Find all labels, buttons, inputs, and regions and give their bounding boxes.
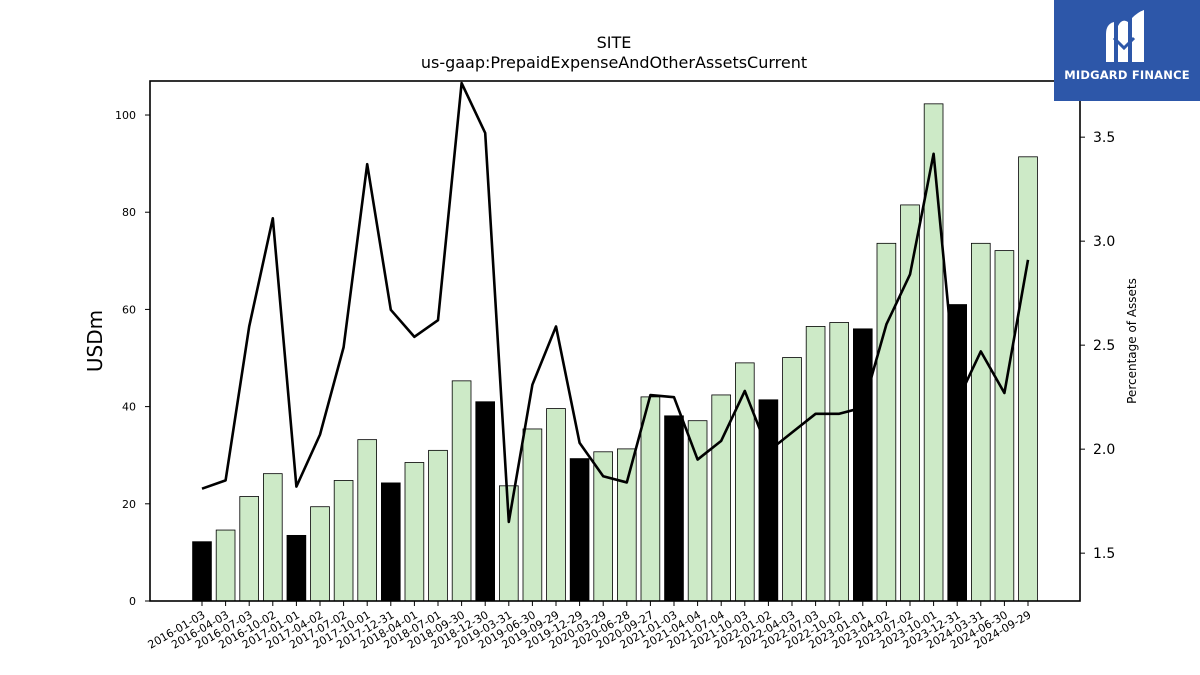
bar-2016-07-03 — [239, 496, 260, 602]
percentage-line-path — [201, 81, 1030, 524]
y-tick-label: 40 — [122, 401, 136, 414]
axes: 0204060801001.52.02.53.03.52016-01-03201… — [115, 80, 1115, 652]
y2-tick-label: 3.0 — [1093, 234, 1115, 250]
brand-name: MIDGARD FINANCE — [1064, 68, 1190, 82]
chart-title: SITE — [597, 33, 632, 52]
bar-2023-07-02 — [900, 204, 920, 602]
bar-2022-10-02 — [829, 322, 849, 602]
bar-2019-09-29 — [546, 408, 566, 602]
bars — [192, 103, 1038, 602]
y-axis-label: USDm — [83, 310, 107, 372]
y2-axis-label: Percentage of Assets — [1125, 278, 1139, 404]
brand-logo: MIDGARD FINANCE — [1054, 0, 1200, 101]
bar-2023-04-02 — [876, 242, 897, 602]
bar-2017-12-31 — [380, 482, 401, 602]
bar-2022-07-03 — [805, 326, 826, 602]
y-tick-label: 100 — [115, 109, 136, 122]
bar-2016-10-02 — [262, 473, 283, 602]
bar-2024-06-30 — [994, 250, 1015, 602]
bar-2018-09-30 — [451, 380, 472, 602]
bar-2017-01-01 — [286, 534, 307, 602]
chart-subtitle: us-gaap:PrepaidExpenseAndOtherAssetsCurr… — [421, 53, 807, 72]
bar-2018-04-01 — [404, 462, 425, 602]
bar-2023-10-01 — [923, 103, 944, 602]
bar-2023-12-31 — [947, 304, 967, 602]
bar-2016-04-03 — [215, 529, 236, 602]
y2-tick-label: 1.5 — [1093, 546, 1115, 562]
y2-tick-label: 3.5 — [1093, 130, 1115, 146]
y2-tick-label: 2.5 — [1093, 338, 1115, 354]
y-tick-label: 20 — [122, 498, 136, 511]
y-tick-label: 80 — [122, 206, 136, 219]
bar-2021-10-03 — [735, 362, 755, 602]
bar-2022-01-02 — [758, 399, 779, 602]
plot-frame — [149, 80, 1081, 602]
bar-2020-09-27 — [640, 396, 661, 602]
bar-2023-01-01 — [853, 328, 873, 602]
bar-2019-12-29 — [569, 458, 590, 602]
y2-tick-label: 2.0 — [1093, 442, 1115, 458]
bar-2016-01-03 — [192, 541, 212, 602]
bar-2021-01-03 — [664, 415, 684, 602]
bar-2017-04-02 — [310, 506, 330, 602]
percentage-line — [201, 81, 1030, 524]
bar-2017-10-01 — [357, 439, 377, 602]
bar-2021-04-04 — [687, 420, 708, 602]
y-tick-label: 0 — [129, 595, 136, 608]
bar-2022-04-03 — [782, 357, 802, 602]
bar-2024-03-31 — [971, 242, 991, 602]
y-tick-label: 60 — [122, 303, 136, 316]
bar-2017-07-02 — [333, 480, 354, 602]
bar-2020-06-28 — [617, 448, 637, 602]
bar-2018-07-01 — [428, 449, 448, 602]
bar-2024-09-29 — [1018, 156, 1038, 602]
bar-2019-06-30 — [522, 428, 543, 602]
bar-2018-12-30 — [475, 401, 495, 602]
midgard-logo-icon — [1106, 10, 1144, 63]
